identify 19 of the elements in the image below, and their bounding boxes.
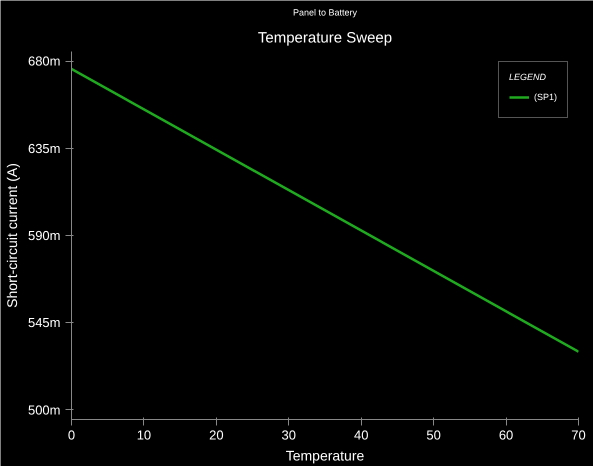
chart-subtitle: Panel to Battery — [292, 8, 358, 18]
x-tick-label: 70 — [571, 428, 586, 442]
y-tick-label: 590m — [28, 228, 61, 243]
legend-title: LEGEND — [508, 72, 547, 82]
x-tick-label: 10 — [136, 428, 152, 442]
y-tick-label: 680m — [28, 54, 61, 69]
x-tick-label: 50 — [426, 428, 441, 442]
chart-title: Temperature Sweep — [258, 30, 392, 46]
x-tick-label: 30 — [282, 428, 296, 442]
x-tick-label: 40 — [354, 428, 368, 442]
x-tick-label: 20 — [209, 428, 224, 442]
y-axis-title: Short-circuit current (A) — [4, 163, 20, 308]
x-axis-title: Temperature — [286, 448, 365, 464]
x-tick-label: 60 — [498, 428, 514, 442]
y-tick-label: 545m — [28, 315, 61, 330]
x-tick-label: 0 — [68, 428, 76, 442]
legend-label: (SP1) — [534, 92, 557, 102]
y-tick-label: 500m — [28, 402, 61, 418]
y-tick-label: 635m — [28, 140, 61, 156]
